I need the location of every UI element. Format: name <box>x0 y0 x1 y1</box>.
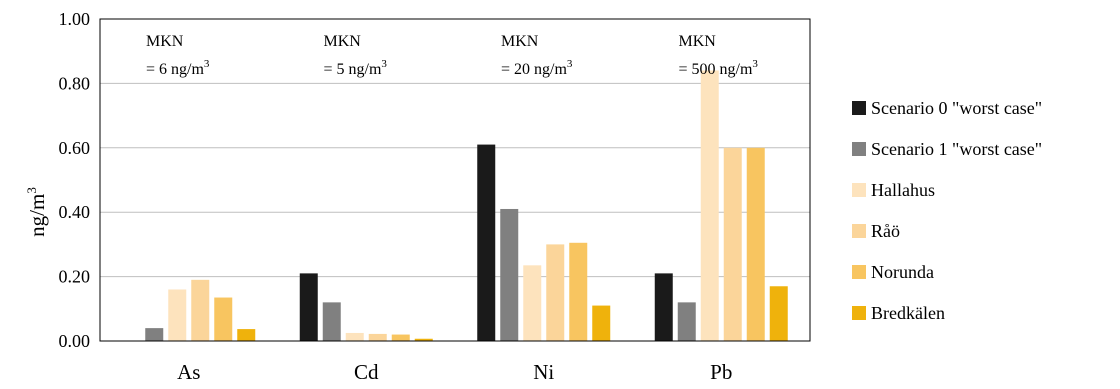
bar-as-series-2 <box>168 289 187 341</box>
mkn-value-base: = 20 ng/m <box>501 61 567 78</box>
bar-ni-series-5 <box>592 305 611 341</box>
y-tick-label: 0.20 <box>59 267 91 287</box>
bar-cd-series-5 <box>414 338 433 341</box>
legend-label: Norunda <box>871 262 934 282</box>
legend-label: Scenario 0 "worst case" <box>871 98 1042 118</box>
bars <box>145 70 788 342</box>
bar-as-series-1 <box>145 328 164 341</box>
bar-cd-series-4 <box>391 334 410 341</box>
x-category-label: Pb <box>710 360 732 384</box>
bar-ni-series-1 <box>500 208 519 341</box>
mkn-value: = 6 ng/m3 <box>146 58 210 78</box>
legend-swatch <box>852 265 866 279</box>
mkn-value: = 500 ng/m3 <box>679 58 759 78</box>
legend: Scenario 0 "worst case" Scenario 1 "worst… <box>852 98 1042 323</box>
bar-as-series-3 <box>191 279 210 341</box>
gridlines <box>100 82 810 278</box>
bar-pb-series-5 <box>769 286 788 341</box>
y-axis-title: ng/m3 <box>24 187 49 237</box>
bar-ni-series-4 <box>569 242 588 341</box>
mkn-value-sup: 3 <box>567 58 573 70</box>
bar-as-series-5 <box>237 329 256 341</box>
x-category-label: Ni <box>533 360 554 384</box>
bar-ni-series-3 <box>546 244 565 341</box>
bar-cd-series-1 <box>322 302 341 341</box>
mkn-label: MKN <box>324 33 362 50</box>
legend-swatch <box>852 306 866 320</box>
x-category-label: Cd <box>354 360 379 384</box>
legend-label: Scenario 1 "worst case" <box>871 139 1042 159</box>
plot-frame <box>99 18 811 342</box>
bar-cd-series-3 <box>368 333 387 341</box>
legend-swatch <box>852 224 866 238</box>
bar-as-series-4 <box>214 297 233 341</box>
mkn-value-base: = 500 ng/m <box>679 61 753 78</box>
bar-pb-series-2 <box>700 70 719 342</box>
mkn-value-sup: 3 <box>381 58 387 70</box>
y-tick-label: 0.00 <box>59 331 91 351</box>
x-category-label: As <box>177 360 200 384</box>
mkn-label: MKN <box>146 33 184 50</box>
legend-label: Råö <box>871 221 900 241</box>
bar-pb-series-4 <box>746 147 765 341</box>
y-axis-title-sup: 3 <box>24 187 39 194</box>
y-tick-label: 1.00 <box>59 9 91 29</box>
x-axis: As Cd Ni Pb <box>177 360 732 384</box>
bar-pb-series-1 <box>677 302 696 341</box>
bar-pb-series-3 <box>723 147 742 341</box>
bar-ni-series-0 <box>477 144 496 341</box>
mkn-label: MKN <box>501 33 539 50</box>
bar-cd-series-2 <box>345 332 364 341</box>
legend-swatch <box>852 101 866 115</box>
y-axis-title-base: ng/m <box>25 194 49 237</box>
legend-label: Bredkälen <box>871 303 945 323</box>
mkn-value-sup: 3 <box>204 58 210 70</box>
mkn-value-base: = 5 ng/m <box>324 61 382 78</box>
legend-swatch <box>852 142 866 156</box>
mkn-value-base: = 6 ng/m <box>146 61 204 78</box>
y-axis: 0.00 0.20 0.40 0.60 0.80 1.00 <box>59 9 91 351</box>
mkn-label: MKN <box>679 33 717 50</box>
bar-pb-series-0 <box>654 273 673 341</box>
plot-border <box>99 18 811 342</box>
y-tick-label: 0.40 <box>59 202 91 222</box>
legend-swatch <box>852 183 866 197</box>
y-tick-label: 0.60 <box>59 138 91 158</box>
y-tick-label: 0.80 <box>59 73 91 93</box>
mkn-value-sup: 3 <box>752 58 758 70</box>
mkn-value: = 20 ng/m3 <box>501 58 573 78</box>
bar-cd-series-0 <box>299 273 318 341</box>
mkn-value: = 5 ng/m3 <box>324 58 388 78</box>
bar-ni-series-2 <box>523 265 542 341</box>
legend-label: Hallahus <box>871 180 935 200</box>
